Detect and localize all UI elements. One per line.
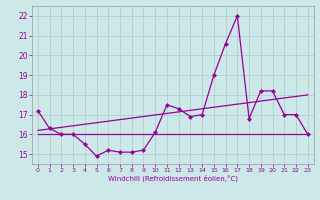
X-axis label: Windchill (Refroidissement éolien,°C): Windchill (Refroidissement éolien,°C)	[108, 175, 238, 182]
